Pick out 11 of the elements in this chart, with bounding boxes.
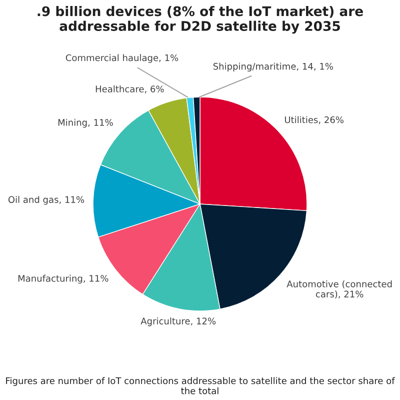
slice-label: Agriculture, 12% xyxy=(140,317,216,326)
slice-label: Manufacturing, 11% xyxy=(18,274,108,284)
slice-label: Utilities, 26% xyxy=(284,116,344,124)
slice-label: Automotive (connected cars), 21% xyxy=(286,280,392,299)
slice-label: Shipping/maritime, 14, 1% xyxy=(213,62,333,72)
slice-label: Mining, 11% xyxy=(58,118,113,128)
slice-label: Oil and gas, 11% xyxy=(8,196,84,205)
chart-title: .9 billion devices (8% of the IoT market) are addressable for D2D satellite by 2035 xyxy=(38,6,363,34)
text: Figures are number of IoT connections addressable to satellite and the sector share of the total xyxy=(6,377,395,394)
slice-label: Commercial haulage, 1% xyxy=(66,54,178,63)
slice-label: Healthcare, 6% xyxy=(96,85,164,94)
